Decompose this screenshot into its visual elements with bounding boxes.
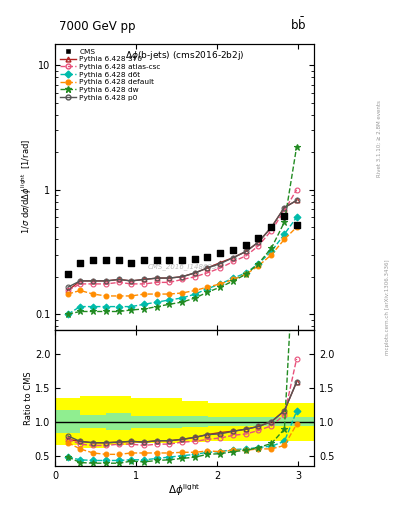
Y-axis label: Ratio to CMS: Ratio to CMS xyxy=(24,371,33,424)
Point xyxy=(77,259,83,267)
Point xyxy=(166,257,173,265)
Point xyxy=(268,223,275,231)
Point xyxy=(294,221,300,229)
Point xyxy=(154,257,160,265)
Point xyxy=(90,257,96,265)
Point xyxy=(128,259,134,267)
Point xyxy=(217,249,224,257)
Point xyxy=(204,252,211,261)
Text: Rivet 3.1.10; ≥ 2.8M events: Rivet 3.1.10; ≥ 2.8M events xyxy=(377,100,382,177)
Point xyxy=(65,270,71,278)
Point xyxy=(179,257,185,265)
Text: 7000 GeV pp: 7000 GeV pp xyxy=(59,20,136,33)
Point xyxy=(230,246,237,254)
Point xyxy=(281,211,288,220)
Text: CMS_2016_I1486238: CMS_2016_I1486238 xyxy=(148,263,222,270)
Text: mcplots.cern.ch [arXiv:1306.3436]: mcplots.cern.ch [arXiv:1306.3436] xyxy=(385,260,389,355)
Legend: CMS, Pythia 6.428 370, Pythia 6.428 atlas-csc, Pythia 6.428 d6t, Pythia 6.428 de: CMS, Pythia 6.428 370, Pythia 6.428 atla… xyxy=(59,47,162,102)
X-axis label: $\Delta\phi^{\mathrm{light}}$: $\Delta\phi^{\mathrm{light}}$ xyxy=(169,482,201,498)
Point xyxy=(192,254,198,263)
Point xyxy=(243,241,250,249)
Point xyxy=(116,257,122,265)
Point xyxy=(103,257,109,265)
Text: $\Delta\phi$(b-jets) (cms2016-2b2j): $\Delta\phi$(b-jets) (cms2016-2b2j) xyxy=(125,49,244,62)
Text: b$\bar{\mathrm{b}}$: b$\bar{\mathrm{b}}$ xyxy=(290,17,307,33)
Y-axis label: 1/$\sigma$ d$\sigma$/d$\Delta\phi^{\mathrm{light}}$  [1/rad]: 1/$\sigma$ d$\sigma$/d$\Delta\phi^{\math… xyxy=(19,139,33,234)
Point xyxy=(255,234,262,242)
Point xyxy=(141,257,147,265)
